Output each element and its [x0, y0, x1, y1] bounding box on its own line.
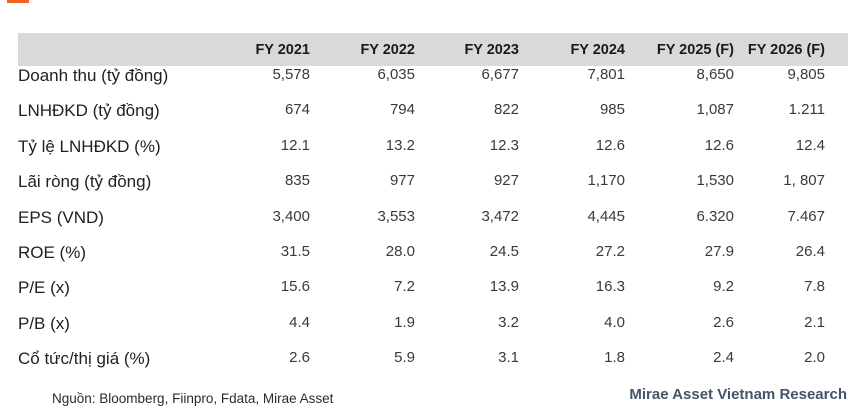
value-cell: 7.2 — [394, 278, 415, 296]
value-cell: 2.6 — [713, 313, 734, 331]
value-cell: 13.9 — [489, 278, 519, 296]
value-cell: 6,677 — [481, 66, 519, 83]
row-label: Doanh thu (tỷ đồng) — [18, 66, 169, 85]
column-header: FY 2023 — [464, 41, 519, 58]
value-cell: 16.3 — [595, 278, 625, 296]
value-cell: 6.320 — [696, 207, 734, 225]
table-row: EPS (VND) 3,400 3,553 3,472 4,445 6.320 7.467 — [18, 208, 848, 243]
column-header: FY 2022 — [360, 41, 415, 58]
row-label: Lãi ròng (tỷ đồng) — [18, 172, 152, 192]
value-cell: 26.4 — [795, 242, 825, 260]
value-cell: 1.211 — [788, 101, 825, 119]
value-cell: 27.2 — [595, 242, 625, 260]
corner-accent-mark — [7, 0, 29, 3]
value-cell: 1.9 — [394, 313, 415, 331]
row-label: LNHĐKD (tỷ đồng) — [18, 101, 160, 121]
table-row: ROE (%) 31.5 28.0 24.5 27.2 27.9 26.4 — [18, 243, 848, 278]
value-cell: 3,553 — [377, 207, 415, 225]
value-cell: 2.4 — [713, 349, 734, 367]
value-cell: 5,578 — [272, 66, 310, 83]
value-cell: 2.6 — [289, 349, 310, 367]
value-cell: 794 — [389, 101, 415, 119]
value-cell: 15.6 — [280, 278, 310, 296]
table-row: Lãi ròng (tỷ đồng) 835 977 927 1,170 1,530 1, … — [18, 172, 848, 207]
value-cell: 12.1 — [280, 136, 310, 154]
table-body: Doanh thu (tỷ đồng) 5,578 6,035 6,677 7,801 8… — [18, 66, 848, 385]
value-cell: 927 — [493, 172, 519, 190]
value-cell: 1,530 — [696, 172, 734, 190]
financial-summary-table: FY 2021 FY 2022 FY 2023 FY 2024 FY 2025 (F) F… — [18, 33, 848, 385]
value-cell: 1,087 — [696, 101, 734, 119]
value-cell: 3.1 — [498, 349, 519, 367]
value-cell: 12.3 — [489, 136, 519, 154]
value-cell: 835 — [284, 172, 310, 190]
value-cell: 13.2 — [385, 136, 415, 154]
value-cell: 31.5 — [280, 242, 310, 260]
value-cell: 1,170 — [587, 172, 625, 190]
metric-column-header — [18, 33, 233, 66]
table-row: Tỷ lệ LNHĐKD (%) 12.1 13.2 12.3 12.6 12.6 12.4 — [18, 137, 848, 172]
value-cell: 5.9 — [394, 349, 415, 367]
row-label: Cổ tức/thị giá (%) — [18, 349, 151, 369]
value-cell: 3,400 — [272, 207, 310, 225]
value-cell: 6,035 — [377, 66, 415, 83]
row-label: P/B (x) — [18, 313, 70, 333]
column-header: FY 2026 (F) — [747, 41, 825, 58]
value-cell: 3,472 — [481, 207, 519, 225]
value-cell: 822 — [493, 101, 519, 119]
column-header: FY 2025 (F) — [656, 41, 734, 58]
table-row: P/B (x) 4.4 1.9 3.2 4.0 2.6 2.1 — [18, 314, 848, 349]
row-label: Tỷ lệ LNHĐKD (%) — [18, 136, 161, 156]
value-cell: 12.6 — [704, 136, 734, 154]
value-cell: 1, 807 — [783, 172, 825, 190]
source-note: Nguồn: Bloomberg, Fiinpro, Fdata, Mirae … — [52, 391, 334, 406]
row-label: ROE (%) — [18, 242, 86, 262]
table-row: P/E (x) 15.6 7.2 13.9 16.3 9.2 7.8 — [18, 278, 848, 313]
value-cell: 27.9 — [704, 242, 734, 260]
row-label: P/E (x) — [18, 278, 70, 298]
value-cell: 12.4 — [795, 136, 825, 154]
value-cell: 674 — [284, 101, 310, 119]
value-cell: 7.8 — [804, 278, 825, 296]
value-cell: 4,445 — [587, 207, 625, 225]
table-row: Cổ tức/thị giá (%) 2.6 5.9 3.1 1.8 2.4 2.0 — [18, 349, 848, 384]
table-row: LNHĐKD (tỷ đồng) 674 794 822 985 1,087 1.211 — [18, 101, 848, 136]
value-cell: 7.467 — [787, 207, 825, 225]
table-header-row: FY 2021 FY 2022 FY 2023 FY 2024 FY 2025 (F) F… — [18, 33, 848, 66]
value-cell: 1.8 — [604, 349, 625, 367]
column-header: FY 2024 — [570, 41, 625, 58]
value-cell: 985 — [599, 101, 625, 119]
value-cell: 4.0 — [604, 313, 625, 331]
column-header: FY 2021 — [255, 41, 310, 58]
value-cell: 2.0 — [804, 349, 825, 367]
value-cell: 2.1 — [804, 313, 825, 331]
table-row: Doanh thu (tỷ đồng) 5,578 6,035 6,677 7,801 8… — [18, 66, 848, 101]
value-cell: 24.5 — [489, 242, 519, 260]
value-cell: 12.6 — [595, 136, 625, 154]
row-label: EPS (VND) — [18, 207, 104, 227]
value-cell: 28.0 — [385, 242, 415, 260]
value-cell: 9.2 — [713, 278, 734, 296]
value-cell: 9,805 — [787, 66, 825, 83]
value-cell: 8,650 — [696, 66, 734, 83]
value-cell: 4.4 — [289, 313, 310, 331]
attribution-label: Mirae Asset Vietnam Research — [629, 386, 847, 403]
value-cell: 977 — [389, 172, 415, 190]
value-cell: 7,801 — [587, 66, 625, 83]
value-cell: 3.2 — [498, 313, 519, 331]
